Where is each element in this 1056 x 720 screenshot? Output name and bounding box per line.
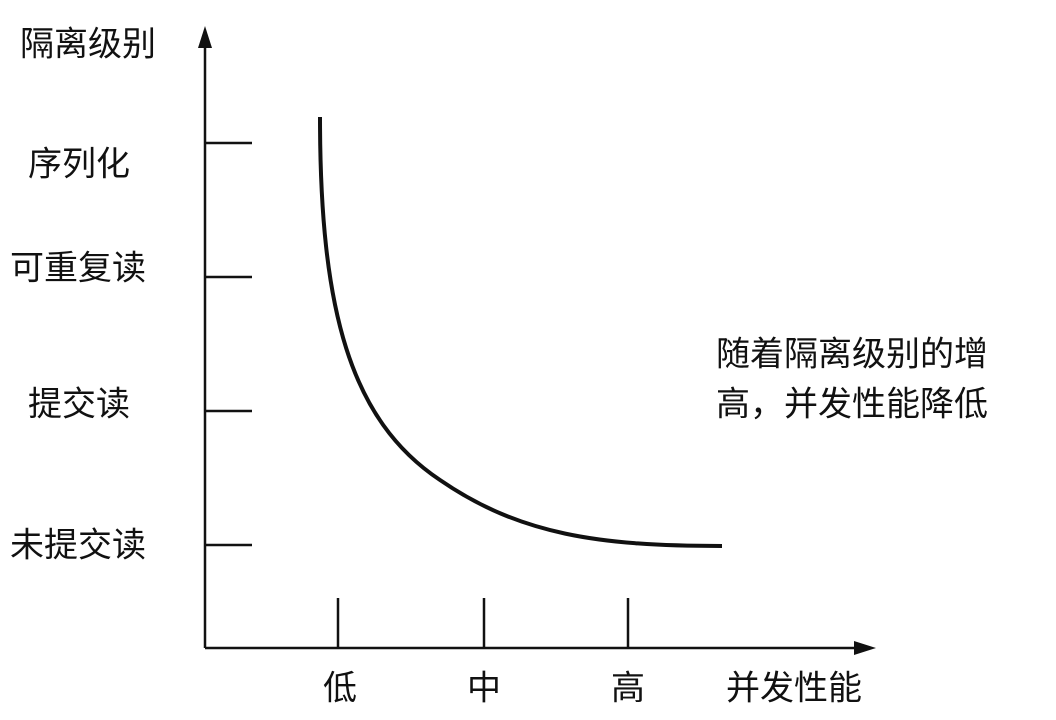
y-level-label: 可重复读 (10, 249, 146, 289)
x-level-label: 高 (611, 669, 645, 709)
trend-curve (318, 116, 723, 548)
x-axis-arrow (854, 641, 876, 655)
y-level-label: 未提交读 (10, 526, 146, 566)
x-level-label: 低 (323, 669, 357, 709)
y-axis-arrow (198, 26, 212, 48)
y-axis-title: 隔离级别 (20, 25, 156, 65)
y-level-label: 序列化 (28, 145, 130, 185)
x-axis-title: 并发性能 (726, 669, 862, 709)
annotation-line: 随着隔离级别的增 (716, 335, 988, 375)
x-level-label: 中 (467, 669, 501, 709)
y-level-label: 提交读 (28, 385, 130, 425)
annotation-line: 高，并发性能降低 (716, 385, 988, 425)
